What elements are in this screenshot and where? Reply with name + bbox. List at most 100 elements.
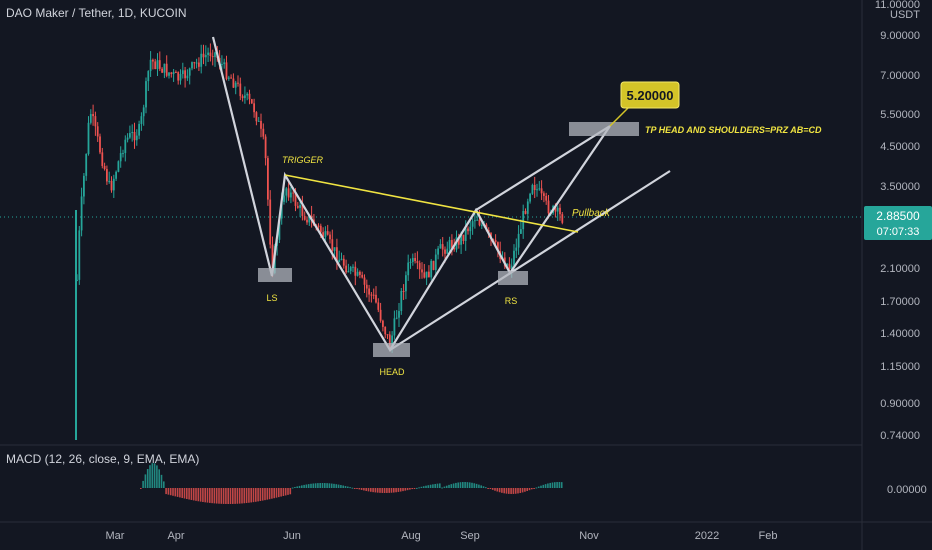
candle-body — [538, 188, 541, 190]
candle-body — [480, 224, 483, 226]
price-axis-tick: 4.50000 — [880, 141, 920, 153]
macd-bar — [140, 488, 142, 489]
candle-body — [78, 230, 81, 280]
macd-bar — [388, 488, 390, 493]
candle-body — [411, 258, 414, 262]
macd-bar — [514, 488, 517, 494]
macd-bar — [406, 488, 409, 491]
candle-body — [163, 63, 166, 73]
candle-body — [83, 175, 85, 197]
candle-body — [414, 258, 416, 262]
head-label: HEAD — [379, 367, 405, 377]
candle-body — [391, 335, 393, 348]
candle-body — [510, 265, 513, 270]
macd-bar — [206, 488, 209, 503]
candle-body — [195, 62, 198, 64]
rs-marker-box[interactable] — [498, 271, 528, 285]
ls-marker-box[interactable] — [258, 268, 292, 282]
target-zone-box[interactable] — [569, 122, 639, 136]
macd-bar — [498, 488, 501, 493]
macd-bar — [337, 484, 340, 488]
macd-bar — [172, 488, 174, 496]
macd-bar — [149, 465, 151, 488]
macd-bar — [356, 488, 358, 489]
macd-bar — [501, 488, 503, 493]
candle-body — [377, 302, 380, 310]
candle-body — [451, 240, 453, 248]
candle-body — [147, 71, 150, 82]
macd-bar — [321, 483, 324, 488]
time-axis-tick: Apr — [167, 530, 184, 542]
macd-bar — [264, 488, 266, 501]
macd-bar — [353, 488, 356, 489]
candle-body — [271, 244, 274, 273]
candle-body — [517, 233, 520, 248]
candle-body — [299, 205, 301, 208]
candle-body — [156, 60, 159, 70]
candle-body — [308, 215, 311, 223]
macd-bar — [443, 486, 446, 488]
macd-bar — [156, 465, 158, 488]
candle-body — [267, 158, 269, 200]
candle-body — [294, 193, 297, 206]
target-callout-box[interactable] — [620, 81, 680, 109]
neckline[interactable] — [284, 174, 579, 233]
macd-bar — [176, 488, 179, 497]
macd-bar — [284, 488, 287, 496]
candle-body — [356, 271, 359, 276]
macd-bar — [531, 488, 533, 490]
candle-body — [140, 116, 143, 124]
macd-bar — [482, 486, 485, 488]
macd-bar — [296, 486, 298, 488]
candle-body — [131, 131, 134, 134]
candle-body — [508, 263, 511, 270]
candle-body — [108, 180, 111, 182]
trigger-label: TRIGGER — [282, 155, 324, 165]
candle-body — [382, 320, 384, 327]
time-axis-tick: Feb — [759, 530, 778, 542]
candle-body — [467, 228, 469, 232]
candle-body — [430, 260, 433, 278]
macd-bar — [402, 488, 404, 492]
candle-body — [85, 154, 88, 176]
candle-body — [161, 68, 163, 73]
macd-bar — [199, 488, 202, 502]
macd-bar — [271, 488, 273, 499]
pattern-zigzag-line[interactable] — [211, 36, 611, 353]
macd-bar — [248, 488, 250, 503]
macd-bar — [376, 488, 379, 493]
macd-bar — [266, 488, 269, 500]
candle-body — [531, 184, 534, 194]
macd-bar — [466, 482, 469, 488]
candle-body — [428, 271, 430, 278]
candle-body — [333, 247, 336, 251]
candle-body — [464, 228, 467, 241]
candle-body — [474, 220, 476, 222]
candle-body — [478, 219, 481, 226]
head-marker-box[interactable] — [373, 343, 410, 357]
macd-bar — [360, 488, 363, 490]
candle-body — [227, 77, 230, 79]
macd-bar — [549, 482, 551, 488]
macd-bar — [399, 488, 402, 492]
upper-channel-line[interactable] — [475, 125, 611, 211]
candle-body — [269, 199, 272, 245]
macd-bar — [163, 481, 165, 488]
time-axis-tick: Nov — [579, 530, 599, 542]
candle-body — [204, 54, 207, 58]
lower-channel-line[interactable] — [389, 170, 671, 351]
macd-bar — [367, 488, 370, 492]
candle-body — [398, 311, 400, 318]
candle-body — [138, 123, 140, 136]
macd-bar — [204, 488, 206, 503]
candle-body — [460, 234, 462, 245]
macd-bar — [445, 485, 448, 488]
candle-body — [119, 153, 122, 162]
macd-indicator-label[interactable]: MACD (12, 26, close, 9, EMA, EMA) — [6, 452, 200, 466]
candle-body — [347, 270, 350, 273]
candle-body — [101, 152, 104, 166]
candle-body — [221, 64, 223, 66]
candle-body — [117, 161, 120, 172]
candle-body — [129, 133, 131, 138]
